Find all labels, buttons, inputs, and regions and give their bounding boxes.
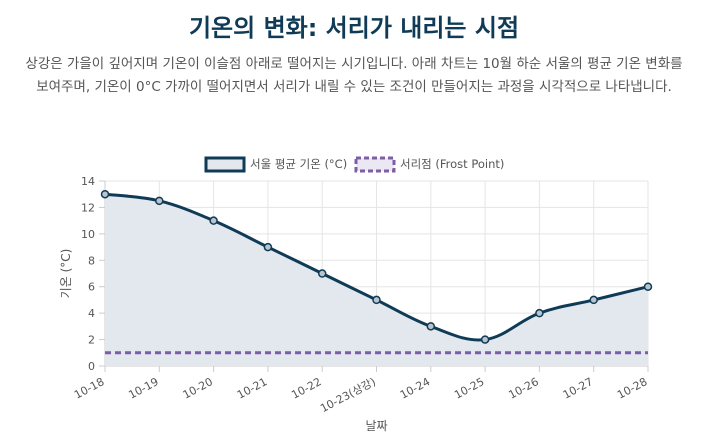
y-tick-label: 8 — [88, 254, 95, 267]
temperature-point — [372, 295, 381, 305]
x-tick-label: 10-21 — [235, 375, 269, 401]
temperature-point — [100, 189, 110, 199]
legend-label-frost: 서리점 (Frost Point) — [400, 157, 504, 171]
y-tick-label: 0 — [88, 360, 95, 373]
x-tick-label: 10-25 — [452, 375, 486, 401]
x-tick-label: 10-27 — [561, 375, 595, 401]
y-tick-label: 2 — [88, 334, 95, 347]
temperature-point — [209, 216, 218, 225]
temperature-point — [317, 269, 327, 278]
legend-swatch-temperature — [204, 156, 246, 173]
legend-label-temperature: 서울 평균 기온 (°C) — [250, 157, 347, 171]
x-axis-title: 날짜 — [365, 419, 387, 433]
temperature-point — [155, 196, 164, 206]
y-axis-title: 기온 (°C) — [59, 249, 73, 299]
x-tick-label: 10-26 — [506, 375, 540, 401]
y-tick-label: 14 — [81, 175, 95, 188]
page-description: 상강은 가을이 깊어지며 기온이 이슬점 아래로 떨어지는 시기입니다. 아래 … — [25, 56, 683, 95]
temperature-point — [643, 282, 653, 291]
y-tick-label: 12 — [81, 201, 95, 214]
temperature-point — [589, 295, 598, 305]
temperature-area-fill — [105, 194, 648, 366]
x-tick-label: 10-23(상강) — [318, 375, 378, 415]
temperature-point — [535, 308, 544, 318]
x-tick-label: 10-22 — [289, 375, 323, 401]
x-tick-label: 10-24 — [398, 375, 432, 401]
page-title: 기온의 변화: 서리가 내리는 시점 — [188, 14, 520, 42]
y-tick-label: 6 — [88, 281, 95, 294]
y-tick-label: 10 — [81, 228, 95, 241]
temperature-point — [263, 242, 273, 252]
temperature-point — [480, 335, 490, 344]
legend-swatch-frost — [354, 156, 396, 173]
x-tick-label: 10-28 — [615, 375, 649, 401]
x-tick-label: 10-18 — [72, 375, 106, 401]
x-tick-label: 10-19 — [126, 375, 160, 401]
temperature-point — [426, 322, 436, 331]
y-tick-label: 4 — [88, 307, 95, 320]
x-tick-label: 10-20 — [181, 375, 215, 401]
